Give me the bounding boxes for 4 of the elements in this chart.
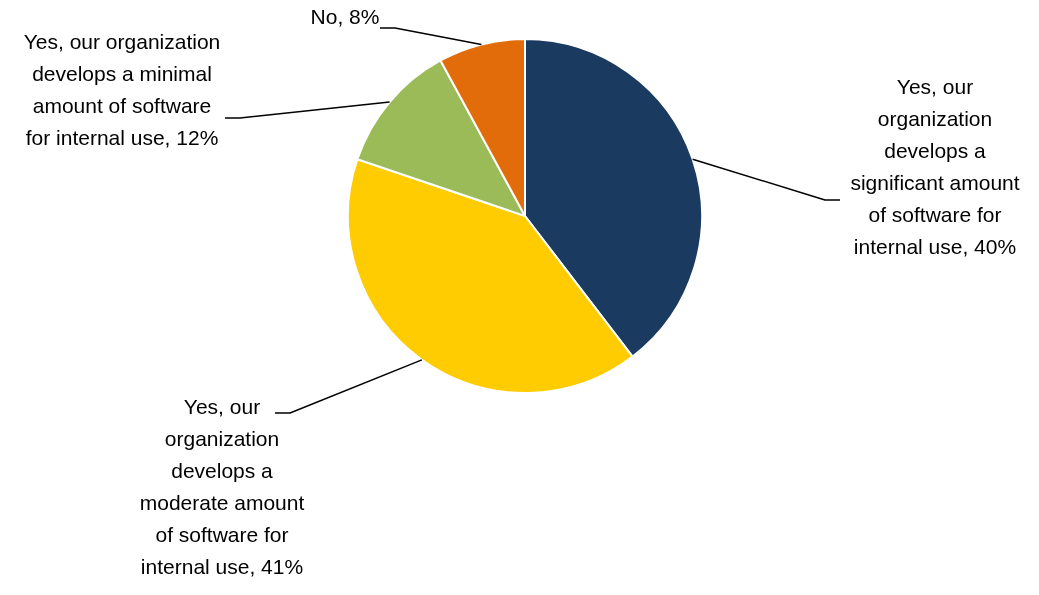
- slice-label: No, 8%: [310, 5, 380, 29]
- slice-label: Yes, our organization develops a minimal amount of software for internal use, 12%: [23, 30, 221, 150]
- slice-label: Yes, our organization develops a significant amount of software for internal use, 40%: [850, 75, 1020, 259]
- slice-label: Yes, our organization develops a moderate amount of software for internal use, 41%: [139, 395, 305, 579]
